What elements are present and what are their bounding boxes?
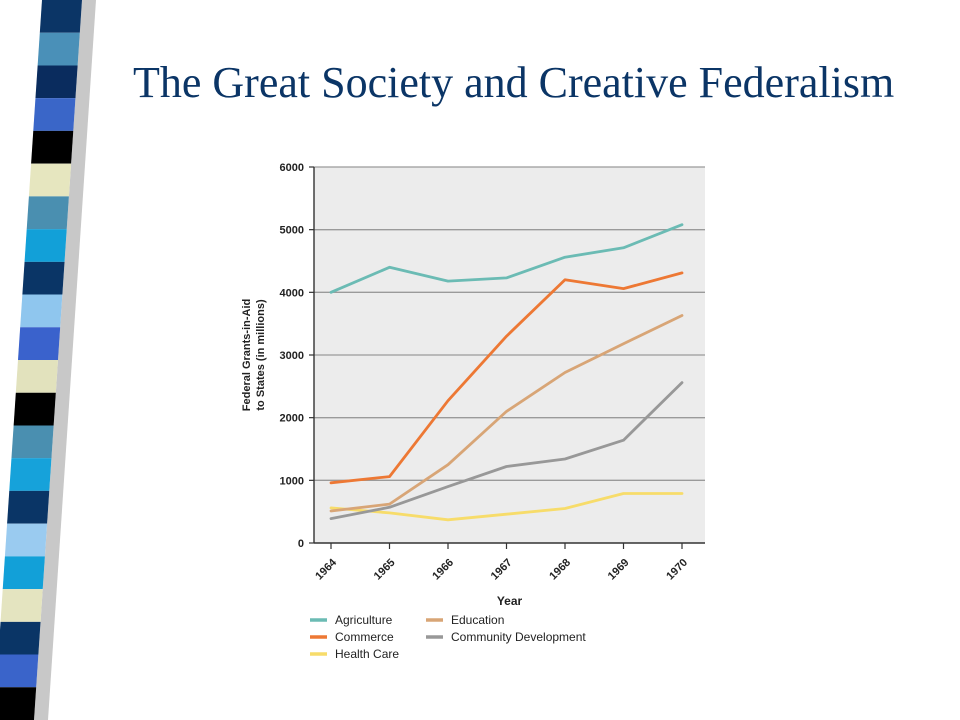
- x-tick-label: 1967: [489, 557, 515, 583]
- stripe-block: [13, 392, 56, 426]
- stripe-block: [0, 687, 37, 720]
- x-tick-label: 1969: [606, 557, 632, 583]
- stripe-block: [28, 163, 72, 197]
- stripe-block: [0, 654, 39, 688]
- y-tick-label: 4000: [280, 287, 304, 299]
- legend-label: Education: [451, 613, 504, 627]
- stripe-block: [0, 589, 43, 622]
- stripe-block: [22, 261, 65, 295]
- stripe-block: [20, 294, 63, 328]
- decorative-stripe: [0, 0, 96, 720]
- stripe-block: [35, 65, 78, 99]
- legend-label: Commerce: [335, 630, 394, 644]
- x-tick-label: 1968: [547, 557, 573, 583]
- stripe-block: [24, 229, 67, 262]
- x-tick-label: 1970: [664, 557, 690, 583]
- y-tick-label: 6000: [280, 162, 304, 174]
- series-line-commerce: [329, 271, 684, 485]
- y-tick-label: 2000: [280, 413, 304, 425]
- stripe-block: [9, 458, 52, 491]
- x-tick-label: 1964: [313, 556, 339, 582]
- stripe-block: [4, 523, 48, 557]
- slide-title: The Great Society and Creative Federalis…: [133, 58, 895, 107]
- stripe-block: [37, 32, 80, 66]
- series-line-education: [329, 314, 684, 513]
- line-chart: 0 1000 2000 3000 4000 5000 6000 1964 1965 1966 196…: [241, 162, 705, 661]
- legend-label: Community Development: [451, 630, 586, 644]
- legend-label: Agriculture: [335, 613, 393, 627]
- series-line-health-care: [329, 492, 684, 522]
- legend-label: Health Care: [335, 647, 399, 661]
- y-tick-label: 3000: [280, 350, 304, 362]
- stripe-block: [2, 556, 45, 590]
- stripe-block: [11, 425, 54, 459]
- stripe-block: [7, 490, 50, 524]
- stripe-block: [0, 621, 41, 655]
- stripe-block: [31, 130, 74, 164]
- series-line-community-development: [329, 381, 684, 521]
- y-axis-label: Federal Grants-in-Aid: [241, 299, 253, 411]
- y-axis-label: to States (in millions): [255, 299, 267, 411]
- x-tick-label: 1966: [430, 557, 456, 583]
- y-tick-label: 0: [298, 538, 304, 550]
- stripe-block: [26, 196, 69, 230]
- y-tick-label: 5000: [280, 225, 304, 237]
- stripe-block: [39, 0, 82, 33]
- stripe-block: [15, 360, 58, 393]
- y-tick-label: 1000: [280, 475, 304, 487]
- x-axis-label: Year: [497, 594, 523, 608]
- stripe-block: [18, 327, 61, 360]
- stripe-block: [33, 98, 76, 131]
- series-line-agriculture: [329, 223, 684, 294]
- x-tick-label: 1965: [372, 557, 398, 583]
- stripe-shadow: [34, 0, 96, 720]
